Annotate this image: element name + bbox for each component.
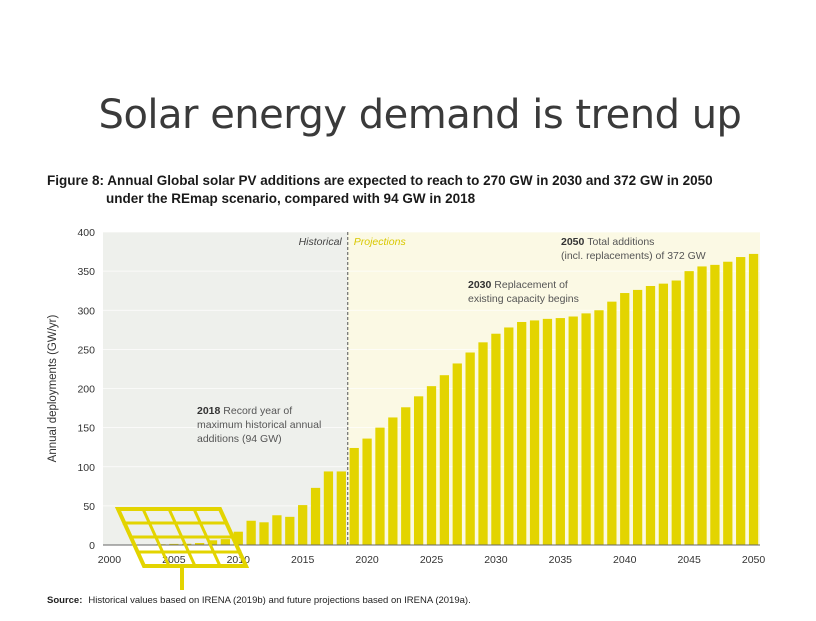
x-tick-label: 2000	[98, 554, 122, 566]
y-tick-label: 150	[77, 423, 95, 435]
figure-caption-line1: Figure 8: Annual Global solar PV additio…	[47, 173, 713, 188]
source-note: Source: Historical values based on IRENA …	[47, 595, 471, 606]
bar-2042	[645, 285, 656, 545]
annotation-2050-line1: 2050 Total additions	[561, 236, 654, 248]
bar-2033	[529, 320, 540, 545]
bar-2010	[233, 531, 243, 545]
bar-2034	[542, 318, 553, 545]
bar-2005	[169, 543, 179, 545]
historical-label: Historical	[299, 236, 343, 248]
solar-panel-icon	[114, 507, 250, 590]
bar-2047	[710, 264, 720, 545]
bar-2022	[388, 417, 398, 545]
bar-2027	[452, 363, 462, 545]
bar-2040	[620, 293, 630, 545]
bar-2024	[413, 396, 424, 545]
x-tick-label: 2020	[355, 554, 379, 566]
bar-2023	[401, 407, 411, 545]
y-tick-label: 250	[77, 344, 95, 356]
x-tick-label: 2045	[677, 554, 701, 566]
annotation-2018-text: Record year of	[223, 405, 292, 417]
annotation-2018-line1: 2018 Record year of	[197, 405, 292, 417]
slide-title: Solar energy demand is trend up	[98, 92, 742, 138]
bar-2043	[658, 283, 669, 545]
x-tick-label: 2015	[291, 554, 315, 566]
bar-2032	[517, 321, 527, 545]
y-tick-label: 300	[77, 305, 95, 317]
bar-2009	[220, 539, 231, 545]
bar-2018	[336, 471, 346, 545]
bar-2014	[285, 516, 295, 545]
bar-2037	[581, 313, 591, 545]
bar-2025	[426, 386, 437, 545]
bar-2028	[465, 352, 475, 545]
y-tick-label: 200	[77, 384, 95, 396]
annotation-2050-line2: (incl. replacements) of 372 GW	[561, 250, 706, 262]
bar-2026	[439, 375, 450, 545]
y-tick-label: 50	[83, 501, 95, 513]
annotation-2030-text: Replacement of	[494, 279, 568, 291]
bar-2036	[568, 316, 578, 545]
bar-2041	[632, 289, 643, 545]
bar-2050	[748, 253, 759, 545]
source-text: Historical values based on IRENA (2019b)…	[88, 595, 471, 606]
y-tick-label: 0	[89, 540, 95, 552]
bar-2021	[375, 427, 385, 545]
y-tick-label: 100	[77, 462, 95, 474]
annotation-2018-line3: additions (94 GW)	[197, 433, 282, 445]
annotation-2018-year: 2018	[197, 405, 223, 417]
bar-2035	[555, 318, 565, 545]
figure-caption-line2: under the REmap scenario, compared with …	[106, 191, 476, 206]
annotation-2050-text: Total additions	[587, 236, 654, 248]
solar-panel-stand	[180, 564, 184, 590]
annotation-2050-year: 2050	[561, 236, 587, 248]
annotation-2018-line2: maximum historical annual	[197, 419, 321, 431]
x-tick-label: 2025	[420, 554, 444, 566]
x-tick-label: 2035	[549, 554, 573, 566]
y-tick-label: 400	[77, 227, 95, 239]
bar-2011	[246, 520, 256, 545]
bar-2020	[362, 438, 372, 545]
bar-2048	[723, 261, 733, 545]
bar-2016	[310, 487, 321, 545]
x-tick-label: 2040	[613, 554, 637, 566]
bar-2038	[594, 310, 604, 545]
annotation-2030-line2: existing capacity begins	[468, 293, 579, 305]
projections-label: Projections	[354, 236, 407, 248]
bar-2044	[671, 280, 681, 545]
bar-2049	[736, 257, 746, 545]
bar-2019	[349, 447, 359, 545]
bar-2015	[298, 505, 308, 545]
bar-2029	[478, 342, 488, 545]
x-tick-label: 2030	[484, 554, 508, 566]
annotation-2030-line1: 2030 Replacement of	[468, 279, 568, 291]
bar-2013	[272, 515, 282, 545]
source-label: Source:	[47, 595, 83, 606]
solar-panel-columns	[141, 507, 222, 568]
bar-2007	[194, 543, 205, 545]
bar-2039	[607, 301, 617, 545]
bar-2008	[207, 540, 218, 545]
bar-2046	[697, 266, 707, 545]
x-tick-label: 2050	[742, 554, 766, 566]
bar-2031	[504, 327, 514, 545]
bar-2045	[684, 271, 694, 545]
bar-2017	[323, 471, 334, 545]
bar-2030	[491, 333, 501, 545]
solar-panel-frame	[114, 507, 250, 568]
figure-caption: Figure 8: Annual Global solar PV additio…	[47, 172, 787, 208]
y-tick-label: 350	[77, 266, 95, 278]
annotation-2030-year: 2030	[468, 279, 494, 291]
y-axis-label: Annual deployments (GW/yr)	[47, 315, 59, 463]
bar-2012	[259, 522, 269, 545]
